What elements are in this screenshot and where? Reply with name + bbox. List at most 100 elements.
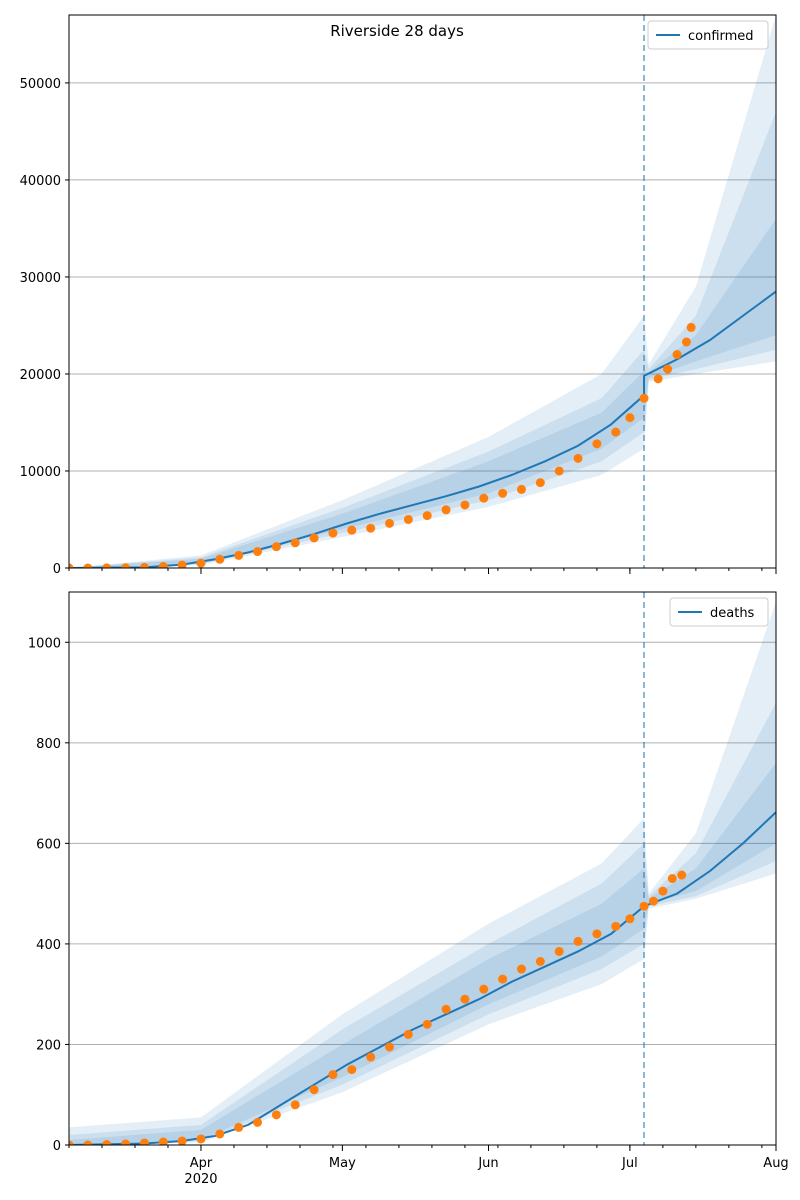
observed-point <box>639 393 649 403</box>
observed-point <box>177 560 187 568</box>
model-median-line <box>69 290 776 568</box>
observed-point <box>441 505 451 515</box>
y-tick-label: 0 <box>53 1139 61 1154</box>
x-tick-label: Aug <box>763 1156 788 1171</box>
confidence-band <box>69 602 776 1145</box>
y-tick-label: 200 <box>36 1038 61 1053</box>
observed-point <box>422 1019 432 1029</box>
observed-point <box>253 547 263 557</box>
observed-point <box>69 563 74 568</box>
axes-frame <box>68 14 777 569</box>
observed-point <box>177 1136 187 1145</box>
confidence-band <box>69 702 776 1145</box>
observed-point <box>625 413 635 423</box>
observed-point <box>366 523 376 533</box>
observed-point <box>479 984 489 994</box>
observed-point <box>366 1052 376 1062</box>
observed-point <box>309 1085 319 1095</box>
y-tick-label: 10000 <box>20 465 61 480</box>
y-tick-label: 400 <box>36 938 61 953</box>
observed-point <box>215 554 225 564</box>
observed-point <box>611 921 621 931</box>
x-tick-label: May <box>329 1156 356 1171</box>
observed-point <box>309 533 319 543</box>
observed-point <box>347 1065 357 1075</box>
observed-point <box>516 964 526 974</box>
observed-point <box>290 538 300 548</box>
observed-point <box>234 550 244 560</box>
confidence-band <box>69 112 776 568</box>
observed-point <box>535 957 545 967</box>
observed-point <box>535 478 545 488</box>
observed-point <box>573 936 583 946</box>
y-tick-label: 600 <box>36 837 61 852</box>
plot-area <box>69 592 776 1145</box>
observed-point <box>672 350 682 360</box>
observed-point <box>422 511 432 521</box>
observed-point <box>139 1138 149 1145</box>
observed-point <box>611 427 621 437</box>
observed-point <box>271 1110 281 1120</box>
observed-point <box>648 896 658 906</box>
observed-point <box>328 528 338 538</box>
observed-point <box>403 514 413 524</box>
observed-point <box>677 870 687 880</box>
y-tick-label: 30000 <box>20 271 61 286</box>
observed-point <box>498 488 508 498</box>
observed-point <box>158 562 168 568</box>
x-tick-label: Jul <box>621 1156 638 1171</box>
observed-point <box>573 453 583 463</box>
x-tick-label: Apr <box>190 1156 213 1171</box>
observed-point <box>121 563 131 568</box>
x-tick-sublabel: 2020 <box>184 1172 217 1187</box>
y-tick-label: 50000 <box>20 77 61 92</box>
x-tick-label: Jun <box>477 1156 498 1171</box>
observed-point <box>625 914 635 924</box>
observed-point <box>479 493 489 503</box>
confidence-band <box>69 762 776 1145</box>
observed-point <box>441 1004 451 1014</box>
observed-point <box>234 1122 244 1132</box>
observed-point <box>592 439 602 449</box>
observed-point <box>121 1139 131 1145</box>
legend-box <box>669 597 769 627</box>
observed-point <box>253 1117 263 1127</box>
observed-point <box>681 337 691 347</box>
observed-point <box>69 1140 74 1145</box>
legend-label: deaths <box>710 606 755 621</box>
observed-point <box>686 322 696 332</box>
observed-point <box>667 874 677 884</box>
confirmed-panel: 0 10000 20000 30000 40000 50000 confirmed <box>20 14 777 577</box>
legend-label: confirmed <box>688 29 754 44</box>
chart-title: Riverside 28 days <box>330 22 464 40</box>
y-tick-label: 20000 <box>20 368 61 383</box>
y-tick-label: 0 <box>53 562 61 577</box>
model-median-line <box>69 811 776 1145</box>
observed-point <box>639 901 649 911</box>
observed-point <box>460 500 470 510</box>
observed-point <box>653 374 663 384</box>
y-tick-label: 800 <box>36 737 61 752</box>
observed-point <box>460 994 470 1004</box>
observed-point <box>102 1139 112 1145</box>
axes-frame <box>68 591 777 1146</box>
observed-point <box>139 562 149 568</box>
observed-point <box>516 484 526 494</box>
observed-point <box>158 1137 168 1145</box>
observed-point <box>385 518 395 528</box>
observed-point <box>554 466 564 476</box>
observed-point <box>347 525 357 535</box>
observed-point <box>196 558 206 568</box>
legend-box <box>647 20 769 50</box>
observed-point <box>498 974 508 984</box>
observed-point <box>328 1070 338 1080</box>
confidence-band <box>69 218 776 568</box>
confidence-band <box>69 15 776 568</box>
observed-point <box>290 1100 300 1110</box>
y-tick-label: 40000 <box>20 174 61 189</box>
observed-point <box>215 1129 225 1139</box>
plot-area <box>69 15 776 568</box>
observed-point <box>658 886 668 896</box>
